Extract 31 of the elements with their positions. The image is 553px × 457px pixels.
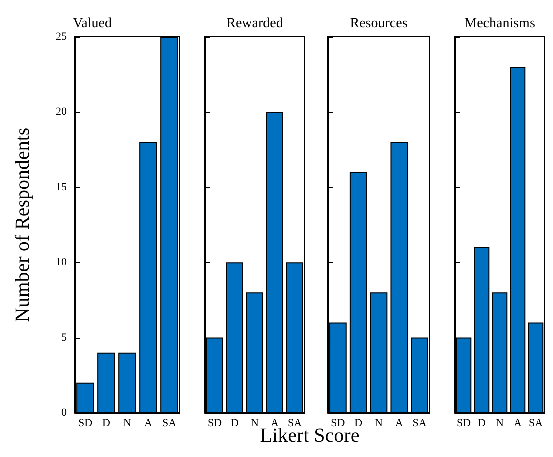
y-tick-label: 10 <box>56 256 68 269</box>
y-tick-label: 15 <box>56 181 68 194</box>
y-tick-label: 0 <box>62 407 68 419</box>
chart-title: Mechanisms <box>464 16 536 32</box>
x-tick-label: SA <box>162 418 177 430</box>
x-tick-label: SD <box>456 418 472 430</box>
y-axis-title: Number of Respondents <box>12 128 34 322</box>
x-tick-label: N <box>375 418 384 430</box>
x-tick-label: A <box>144 418 153 430</box>
chart-title: Rewarded <box>226 16 284 32</box>
y-tick-label: 5 <box>62 332 68 344</box>
x-tick-label: SD <box>331 418 346 430</box>
chart-title: Resources <box>350 16 408 32</box>
x-tick-label: N <box>251 418 260 430</box>
x-tick-label: A <box>514 418 522 430</box>
x-tick-label: SD <box>78 418 93 430</box>
y-tick-label: 25 <box>56 31 68 43</box>
x-tick-label: A <box>395 418 404 430</box>
x-tick-label: SA <box>412 418 427 430</box>
x-tick-label: SD <box>208 418 222 430</box>
x-tick-label: D <box>354 418 363 430</box>
x-tick-label: A <box>271 418 280 430</box>
x-tick-label: N <box>124 418 132 430</box>
x-tick-label: SA <box>288 418 302 430</box>
x-tick-label: N <box>496 418 504 430</box>
x-tick-label: D <box>478 418 486 430</box>
x-tick-label: D <box>231 418 240 430</box>
x-tick-label: SA <box>528 418 544 430</box>
chart-title: Valued <box>73 16 112 32</box>
y-tick-label: 20 <box>56 106 68 118</box>
x-tick-label: D <box>102 418 111 430</box>
